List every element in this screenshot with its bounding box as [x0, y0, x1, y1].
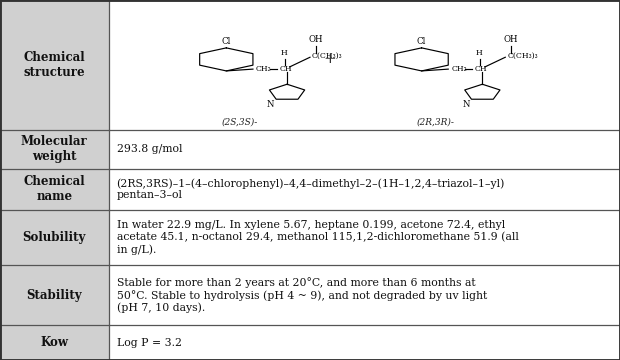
Bar — [108, 325, 620, 360]
Text: (2RS,3RS)–1–(4–chlorophenyl)–4,4–dimethyl–2–(1H–1,2,4–triazol–1–yl)
pentan–3–ol: (2RS,3RS)–1–(4–chlorophenyl)–4,4–dimethy… — [117, 178, 505, 200]
Text: Stable for more than 2 years at 20°C, and more than 6 months at
50°C. Stable to : Stable for more than 2 years at 20°C, an… — [117, 277, 487, 313]
Text: CH₂: CH₂ — [451, 65, 467, 73]
Bar — [0, 265, 108, 325]
Bar — [108, 0, 620, 130]
Bar — [108, 169, 620, 210]
Text: OH: OH — [308, 35, 323, 44]
Text: Stability: Stability — [27, 289, 82, 302]
Text: +: + — [324, 53, 337, 66]
Text: Cl: Cl — [417, 37, 427, 46]
Text: Kow: Kow — [40, 336, 68, 349]
Text: H: H — [281, 49, 287, 57]
Text: Cl: Cl — [221, 37, 231, 46]
Bar — [108, 130, 620, 169]
Bar — [0, 210, 108, 265]
Bar — [0, 0, 108, 130]
Text: CH₂: CH₂ — [256, 65, 272, 73]
Text: In water 22.9 mg/L. In xylene 5.67, heptane 0.199, acetone 72.4, ethyl
acetate 4: In water 22.9 mg/L. In xylene 5.67, hept… — [117, 220, 518, 255]
Text: N: N — [462, 100, 469, 109]
Bar — [108, 210, 620, 265]
Text: H: H — [476, 49, 482, 57]
Text: Solubility: Solubility — [22, 231, 86, 244]
Text: 293.8 g/mol: 293.8 g/mol — [117, 144, 182, 154]
Bar — [108, 265, 620, 325]
Text: CH: CH — [280, 65, 292, 73]
Text: OH: OH — [503, 35, 518, 44]
Text: C(CH₃)₃: C(CH₃)₃ — [312, 51, 342, 59]
Text: N: N — [267, 100, 274, 109]
Bar — [0, 325, 108, 360]
Text: C(CH₃)₃: C(CH₃)₃ — [507, 51, 538, 59]
Text: Log P = 3.2: Log P = 3.2 — [117, 338, 182, 347]
Bar — [0, 169, 108, 210]
Text: Chemical
name: Chemical name — [24, 175, 85, 203]
Text: CH: CH — [475, 65, 487, 73]
Text: (2S,3S)-: (2S,3S)- — [222, 117, 258, 126]
Text: (2R,3R)-: (2R,3R)- — [416, 117, 454, 126]
Text: Molecular
weight: Molecular weight — [21, 135, 87, 163]
Text: Chemical
structure: Chemical structure — [24, 51, 85, 79]
Bar — [0, 130, 108, 169]
